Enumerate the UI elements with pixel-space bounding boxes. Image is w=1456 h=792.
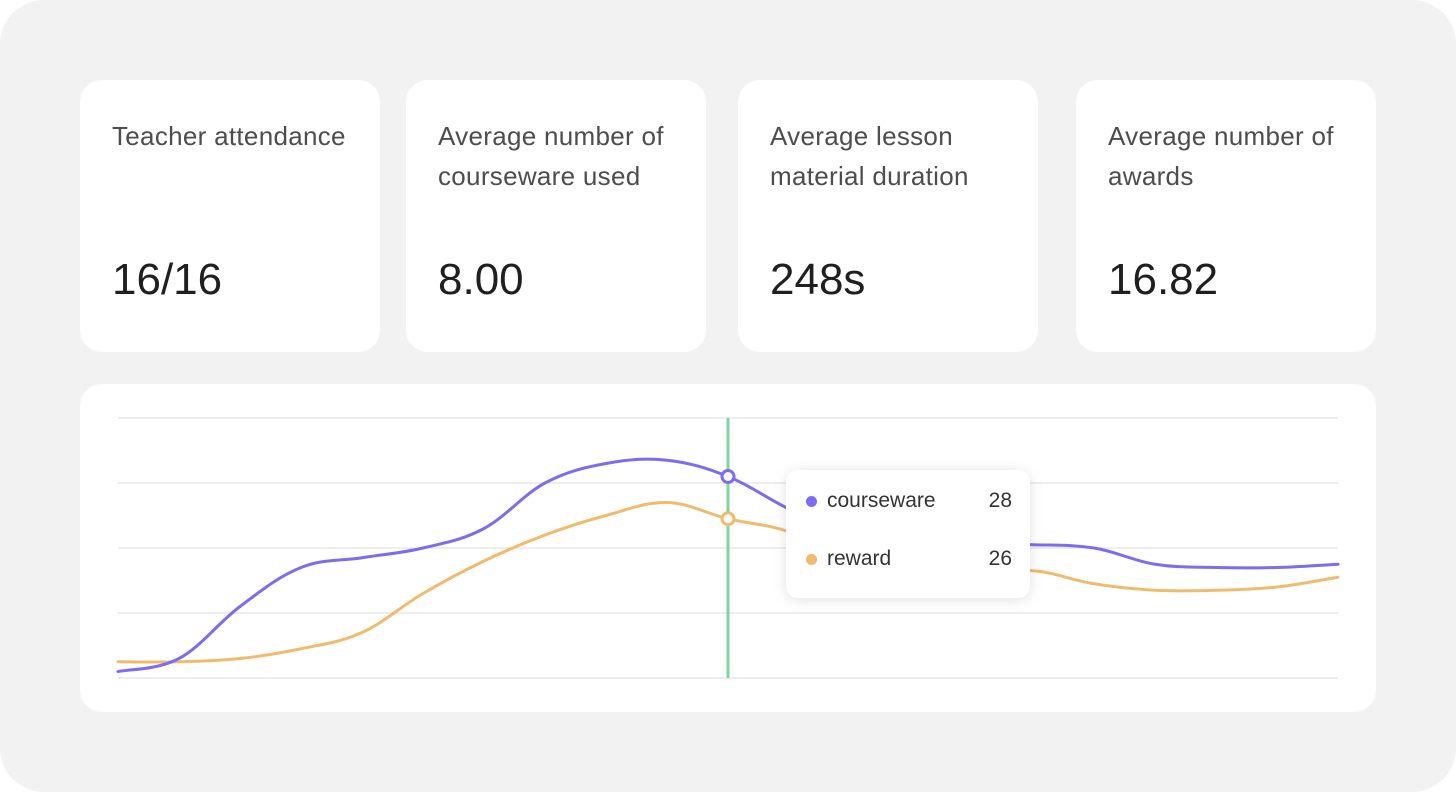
stat-value: 16/16 xyxy=(112,255,223,304)
series-line-courseware xyxy=(116,457,1340,673)
series-dot-icon xyxy=(806,495,817,507)
stat-label: Average number of awards xyxy=(1108,121,1334,191)
stat-card-teacher-attendance: Teacher attendance 16/16 xyxy=(80,80,380,352)
stat-value: 248s xyxy=(770,255,866,304)
highlight-point-courseware xyxy=(720,469,736,484)
line-chart-card[interactable] xyxy=(80,384,1376,712)
stat-card-awards: Average number of awards 16.82 xyxy=(1076,80,1376,352)
stat-label: Teacher attendance xyxy=(112,121,346,151)
tooltip-series-value: 28 xyxy=(988,489,1012,512)
series-dot-icon xyxy=(806,553,817,565)
line-chart[interactable] xyxy=(80,384,1376,712)
stat-label: Average lesson material duration xyxy=(770,121,969,191)
tooltip-series-name: courseware xyxy=(827,489,936,512)
tooltip-row-courseware: courseware 28 xyxy=(806,486,1012,516)
highlight-point-reward xyxy=(720,511,736,527)
stat-card-lesson-duration: Average lesson material duration 248s xyxy=(738,80,1038,352)
tooltip-series-value: 26 xyxy=(988,547,1012,570)
stat-label: Average number of courseware used xyxy=(438,121,664,191)
stat-value: 16.82 xyxy=(1108,255,1219,304)
highlight-markers xyxy=(720,469,736,527)
tooltip-row-reward: reward 26 xyxy=(806,544,1012,574)
stat-value: 8.00 xyxy=(438,255,524,304)
tooltip-series-name: reward xyxy=(827,547,892,570)
stat-card-courseware-used: Average number of courseware used 8.00 xyxy=(406,80,706,352)
chart-tooltip: courseware 28 reward 26 xyxy=(786,470,1030,598)
